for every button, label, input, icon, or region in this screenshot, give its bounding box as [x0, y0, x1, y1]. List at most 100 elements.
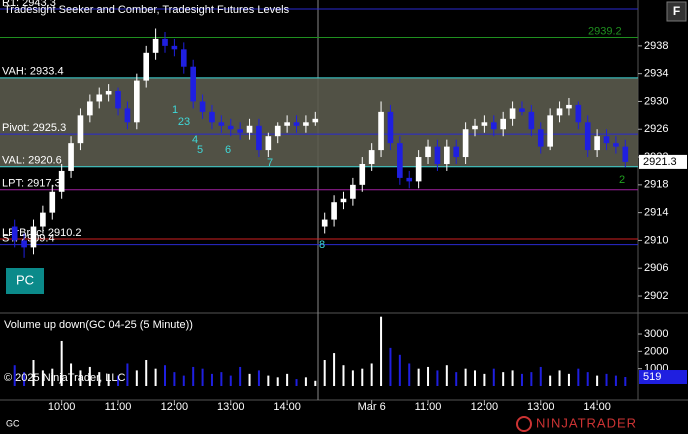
- candle-body: [77, 115, 84, 144]
- volume-bar: [586, 372, 589, 386]
- annotation: 4: [192, 134, 198, 146]
- candle-body: [134, 80, 140, 123]
- volume-bar: [88, 366, 91, 386]
- volume-bar: [408, 363, 411, 386]
- y-tick-label: 2918: [644, 179, 668, 191]
- volume-bar: [126, 363, 129, 386]
- candle-body: [566, 104, 572, 109]
- button[interactable]: [666, 1, 687, 22]
- y-tick-label: 2934: [644, 68, 668, 80]
- candle-body: [124, 108, 131, 123]
- candle-body: [321, 219, 328, 227]
- candle-body: [190, 66, 196, 102]
- candle-body: [180, 49, 187, 67]
- badge-text[interactable]: PC: [16, 272, 34, 287]
- volume-title: Volume up down(GC 04-25 (5 Minute)): [4, 319, 193, 331]
- volume-bar: [351, 370, 354, 386]
- candle-body: [387, 111, 394, 144]
- candle-body: [397, 143, 403, 178]
- candle-body: [68, 143, 74, 171]
- volume-bar: [13, 365, 16, 386]
- candle-body: [537, 129, 544, 147]
- x-tick-label: 11:00: [105, 401, 132, 413]
- y-tick-label: 2930: [644, 95, 668, 107]
- candle-body: [152, 38, 159, 53]
- chart-title: Tradesight Seeker and Comber, Tradesight…: [4, 4, 290, 16]
- level-label: VAL: 2920.6: [2, 155, 62, 167]
- volume-bar: [41, 370, 44, 386]
- candle-body: [293, 122, 300, 126]
- candle-body: [453, 146, 460, 158]
- volume-bar: [445, 365, 448, 386]
- layer: 2902290629102914291829222926293029342938…: [0, 0, 687, 413]
- volume-bar: [624, 377, 627, 386]
- volume-bar: [145, 360, 148, 386]
- candle-body: [21, 240, 27, 248]
- volume-bar: [464, 368, 467, 386]
- annotation: 7: [267, 157, 273, 169]
- level-label: LPrBrac: 2910.2: [2, 227, 82, 239]
- annotation: 2: [619, 174, 625, 186]
- volume-bar: [117, 375, 120, 386]
- candle-body: [462, 129, 469, 158]
- volume-y-tick-label: 3000: [644, 328, 668, 340]
- badge[interactable]: [6, 268, 44, 294]
- volume-bar: [614, 375, 617, 386]
- volume-bar: [229, 375, 232, 386]
- candle-body: [115, 91, 121, 109]
- candle-body: [406, 177, 413, 182]
- candle-body: [594, 136, 600, 151]
- candle-body: [425, 146, 431, 158]
- volume-bar: [314, 380, 317, 386]
- volume-bar: [79, 370, 82, 386]
- candle-body: [227, 125, 234, 130]
- candle-body: [143, 52, 150, 81]
- volume-bar: [60, 340, 63, 386]
- volume-bar: [483, 373, 486, 386]
- volume-bar: [295, 379, 298, 386]
- volume-bar: [210, 373, 213, 386]
- volume-bar: [361, 368, 364, 386]
- volume-bar: [32, 360, 35, 386]
- annotation: 1: [172, 104, 178, 116]
- candle-body: [368, 150, 375, 164]
- volume-bar: [474, 370, 476, 386]
- y-tick-label: 2906: [644, 262, 668, 274]
- y-tick-label: 2902: [644, 290, 668, 302]
- volume-y-tick-label: 2000: [644, 345, 668, 357]
- volume-bar: [436, 370, 439, 386]
- volume-bar: [596, 375, 599, 386]
- volume-bar: [201, 368, 204, 386]
- candle-body: [312, 118, 319, 123]
- instrument: GC: [6, 418, 20, 428]
- candle-body: [199, 101, 206, 112]
- volume-bar: [323, 360, 326, 386]
- logo-icon: [516, 416, 532, 432]
- volume-bar: [182, 375, 185, 386]
- annotation: 6: [225, 144, 231, 156]
- y-tick-label: 2914: [644, 207, 668, 219]
- volume-bar: [380, 316, 383, 386]
- volume-bar: [286, 373, 289, 386]
- candle-body: [246, 125, 253, 133]
- level-label: ST: 2909.4: [2, 233, 55, 245]
- candle-body: [331, 202, 337, 220]
- x-tick-label: 12:00: [471, 401, 499, 413]
- candle-body: [256, 125, 262, 151]
- volume-bar: [304, 377, 307, 386]
- candle-body: [490, 122, 497, 130]
- candle-body: [96, 94, 103, 102]
- volume-bar: [164, 365, 166, 386]
- volume-bar: [70, 363, 73, 386]
- volume-bar: [107, 373, 110, 386]
- candle-body: [284, 122, 290, 126]
- level-label: R1: 2943.3: [2, 0, 56, 9]
- candle-body: [340, 198, 347, 203]
- button-text[interactable]: F: [673, 4, 680, 18]
- x-tick-label: Mar 6: [358, 401, 386, 413]
- candle-body: [40, 212, 46, 227]
- x-tick-label: 10:00: [48, 401, 76, 413]
- candle-body: [303, 122, 309, 126]
- y-tick-label: 2938: [644, 40, 668, 52]
